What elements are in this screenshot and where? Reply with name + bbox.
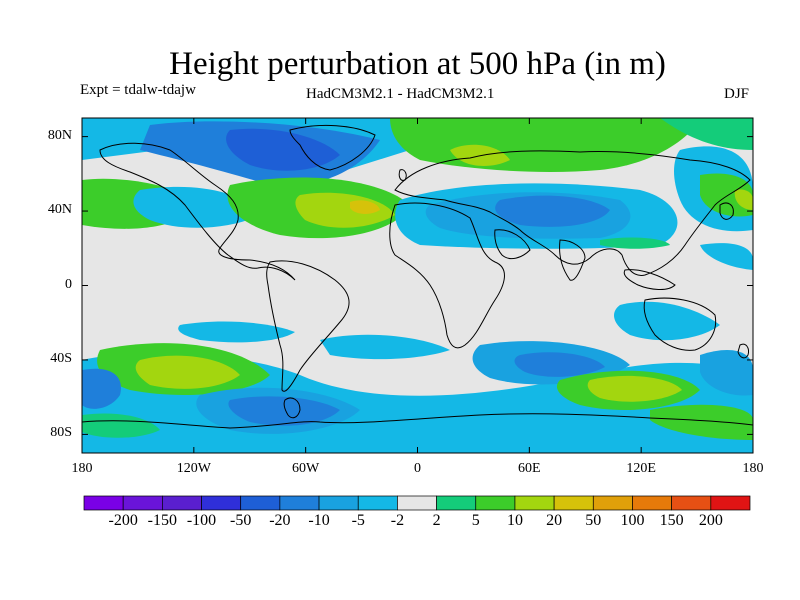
colorbar-label: -2 (390, 512, 405, 529)
field-blob-natlantic-yellow (295, 192, 395, 228)
field-blob-sw-pacific-blue (178, 321, 295, 343)
colorbar-label: -150 (147, 512, 177, 529)
africa-outline (389, 202, 505, 349)
field-blob-eurasia-trough-dark (495, 195, 610, 227)
field-blob-s-pacific-east-blue (614, 301, 720, 341)
colorbar-swatch (475, 495, 516, 511)
field-blob-se-pacific-blue (700, 350, 753, 396)
field-blob-antarctic-green (82, 413, 160, 438)
colorbar-label: 150 (659, 512, 684, 529)
colorbar-swatch (397, 495, 437, 511)
field-blob-s-atlantic-light (320, 334, 450, 360)
field-blob-southern-ocean-dark (228, 396, 340, 426)
map-field (82, 118, 753, 453)
se-asia-islands-outline (623, 269, 676, 290)
colorbar-swatch (83, 495, 124, 511)
axis-ticks (81, 118, 754, 453)
lon-tick-label: 180 (71, 461, 93, 476)
field-blob-n-asia-blue (700, 243, 753, 270)
colorbar-label: 20 (546, 512, 563, 529)
field-blob-s-indian-dark (514, 352, 605, 377)
continent-outlines (82, 124, 753, 429)
field-blob-se-pacific-green (650, 404, 753, 440)
lon-tick-label: 120E (626, 461, 656, 476)
lon-tick-label: 120W (176, 461, 211, 476)
lat-tick-label: 80N (47, 127, 72, 143)
field-blob-nepacific-green (700, 173, 753, 217)
colorbar-label: 200 (698, 512, 723, 529)
lon-tick-label: 180 (742, 461, 764, 476)
lat-tick-label: 0 (65, 276, 72, 292)
colorbar-swatch (632, 495, 672, 511)
season-label: DJF (724, 86, 750, 102)
plot-title: Height perturbation at 500 hPa (in m) (169, 46, 666, 82)
colorbar-swatch (514, 495, 555, 511)
india-outline (559, 239, 586, 281)
colorbar-swatch (553, 495, 594, 511)
colorbar-label: 10 (506, 512, 523, 529)
colorbar-label: -5 (351, 512, 365, 529)
colorbar-swatch (710, 495, 751, 511)
colorbar-label: 5 (471, 512, 480, 529)
colorbar-label: 50 (585, 512, 602, 529)
colorbar-swatch (357, 495, 398, 511)
lat-tick-label: 40S (50, 350, 72, 366)
model-label: HadCM3M2.1 - HadCM3M2.1 (306, 86, 495, 102)
eurasia-outline (394, 150, 751, 276)
colorbar-swatch (162, 495, 202, 511)
antarctic-peninsula-outline (283, 397, 301, 419)
colorbar-label: 2 (432, 512, 441, 529)
colorbar-label: 100 (620, 512, 645, 529)
uk-outline (398, 169, 407, 181)
south-america-outline (266, 260, 350, 392)
lon-tick-label: 60W (292, 461, 320, 476)
field-blob-nepacific-yellow (734, 189, 753, 210)
colorbar-swatch (436, 495, 477, 511)
lon-tick-label: 60E (518, 461, 541, 476)
lat-tick-label: 80S (50, 425, 72, 441)
colorbar-label: -50 (230, 512, 252, 529)
field-blob-sw-edge-blue (82, 368, 121, 409)
north-america-outline (99, 142, 296, 281)
colorbar-label: -200 (108, 512, 138, 529)
greenland-outline (289, 124, 376, 171)
lat-tick-label: 40N (47, 202, 72, 218)
colorbar-label: -100 (186, 512, 217, 529)
colorbar-swatch (318, 495, 359, 511)
colorbar-swatch (592, 495, 633, 511)
arabia-outline (494, 229, 531, 260)
colorbar-label: -10 (308, 512, 330, 529)
new-zealand-outline (737, 343, 749, 359)
colorbar (83, 495, 751, 511)
japan-outline (719, 202, 734, 220)
experiment-label: Expt = tdalw-tdajw (80, 82, 196, 98)
field-blob-south-pacific-yellow (135, 355, 240, 389)
colorbar-swatch (122, 495, 163, 511)
colorbar-swatch (671, 495, 712, 511)
australia-outline (643, 297, 717, 351)
colorbar-swatch (279, 495, 320, 511)
colorbar-swatch (201, 495, 242, 511)
field-blob-natlantic-orange (350, 200, 380, 214)
field-blob-siberia-light (660, 118, 753, 150)
lon-tick-label: 0 (414, 461, 421, 476)
colorbar-swatch (240, 495, 281, 511)
colorbar-label: -20 (269, 512, 291, 529)
antarctica-outline (82, 413, 753, 429)
field-blob-s-indian-yellow (587, 375, 682, 402)
field-blob-indian-green-small (600, 237, 670, 249)
